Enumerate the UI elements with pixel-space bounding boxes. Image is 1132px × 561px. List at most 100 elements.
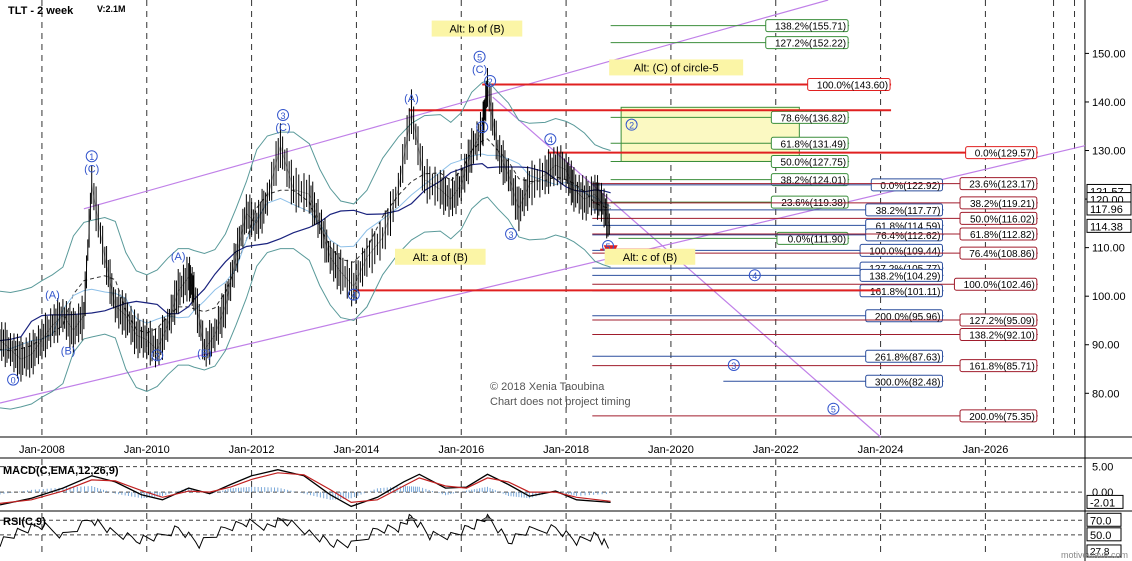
fib-label-box-30 — [959, 409, 1038, 423]
fib-label-16: 161.8%(101.11) — [870, 287, 940, 298]
wave-circle-17 — [505, 227, 518, 240]
fib-label-box-22 — [959, 196, 1038, 210]
wave-circle-16 — [476, 121, 489, 134]
fib-label-20: 0.0%(129.57) — [975, 149, 1035, 160]
rsi-value: 27.8 — [1090, 547, 1110, 558]
wave-label-9: (C) — [275, 122, 290, 134]
fib-label-25: 76.4%(108.86) — [969, 249, 1035, 260]
price-tag-3: 114.38 — [1090, 221, 1123, 233]
wave-circle-15 — [484, 74, 497, 87]
wave-label-6: 2 — [155, 351, 160, 361]
wave-label-17: 3 — [509, 230, 514, 240]
wave-circle-0 — [7, 373, 20, 386]
wave-circle-21 — [748, 269, 761, 282]
rsi-label: RSI(C,9) — [3, 516, 46, 528]
wave-label-23: 5 — [831, 405, 836, 415]
rsi-pane[interactable]: 70.0 50.0 27.8 — [0, 512, 1122, 558]
wave-label-3: 1 — [89, 152, 94, 162]
wave-circle-6 — [151, 349, 164, 362]
fib-label-29: 161.8%(85.71) — [969, 362, 1035, 373]
y-tick-label-0: 150.00 — [1092, 48, 1126, 60]
wave-circle-18 — [544, 133, 557, 146]
fib-label-30: 200.0%(75.35) — [969, 412, 1035, 423]
callout-box-3 — [604, 248, 696, 265]
x-tick-label-9: Jan-2026 — [962, 444, 1008, 456]
rsi-tick-box-1 — [1086, 527, 1122, 542]
wave-label-14: (C) — [472, 64, 487, 76]
price-tag-2: 117.96 — [1090, 204, 1123, 216]
wave-label-13: 5 — [477, 53, 482, 63]
macd-label: MACD(C,EMA,12,26,9) — [3, 465, 119, 477]
wave-circle-3 — [85, 150, 98, 163]
wave-label-22: 3 — [731, 361, 736, 371]
wave-label-10: 4 — [351, 291, 356, 301]
x-tick-label-1: Jan-2010 — [124, 444, 170, 456]
x-tick-label-4: Jan-2016 — [438, 444, 484, 456]
x-tick-label-8: Jan-2024 — [858, 444, 904, 456]
price-bars — [0, 67, 610, 382]
moving-average-light — [0, 153, 611, 352]
x-tick-label-3: Jan-2014 — [333, 444, 379, 456]
fib-label-10: 38.2%(117.77) — [876, 206, 941, 217]
fib-label-9: 0.0%(122.92) — [880, 181, 940, 192]
wave-circle-22 — [727, 359, 740, 372]
fib-label-box-26 — [953, 277, 1038, 291]
rsi-overbought-fill-1 — [405, 517, 418, 521]
wave-circle-23 — [827, 402, 840, 415]
macd-value: -2.01 — [1090, 497, 1115, 509]
rsi-overbought-fill-2 — [480, 516, 495, 521]
fib-label-box-1 — [765, 36, 849, 50]
disclaimer-text: Chart does not project timing — [490, 396, 631, 408]
price-tag-box-2 — [1086, 201, 1132, 216]
fib-label-18: 261.8%(87.63) — [875, 352, 941, 363]
fib-label-box-23 — [959, 211, 1038, 225]
fib-label-box-29 — [959, 359, 1038, 373]
fib-label-26: 100.0%(102.46) — [964, 280, 1035, 291]
fib-label-24: 61.8%(112.82) — [970, 230, 1035, 241]
fib-label-box-18 — [865, 349, 943, 363]
macd-line — [0, 469, 611, 508]
fib-label-27: 127.2%(95.09) — [969, 316, 1035, 327]
macd-pane[interactable]: 5.000.00-2.01 — [0, 457, 1132, 512]
callout-box-1 — [609, 59, 744, 76]
fib-label-21: 23.6%(123.17) — [969, 180, 1035, 191]
macd-tick-0: 5.00 — [1092, 462, 1113, 474]
price-tag-box-3 — [1086, 218, 1132, 233]
rsi-value-box — [1086, 544, 1122, 558]
fib-label-13: 100.0%(109.44) — [869, 246, 940, 257]
wave-label-16: 1 — [480, 123, 485, 133]
fib-label-28: 138.2%(92.10) — [969, 331, 1035, 342]
wave-label-19: 5 — [606, 242, 611, 252]
rsi-line — [0, 513, 609, 550]
x-tick-label-6: Jan-2020 — [648, 444, 694, 456]
fib-label-box-24 — [959, 227, 1038, 241]
fib-label-box-4 — [770, 136, 849, 150]
wave-label-4: (C) — [84, 163, 99, 175]
fib-label-box-0 — [765, 19, 849, 33]
x-tick-label-7: Jan-2022 — [753, 444, 799, 456]
wave-circle-13 — [473, 50, 486, 63]
wave-label-2: (B) — [61, 345, 76, 357]
callout-text-0: Alt: b of (B) — [449, 24, 504, 36]
fib-label-box-3 — [770, 110, 849, 124]
fib-label-2: 100.0%(143.60) — [817, 80, 888, 91]
fib-label-23: 50.0%(116.02) — [970, 214, 1035, 225]
fib-label-box-7 — [770, 195, 849, 209]
wave-label-11: (A) — [404, 93, 419, 105]
fib-label-15: 138.2%(104.29) — [869, 271, 940, 282]
y-tick-label-4: 110.00 — [1092, 243, 1125, 255]
wave-circle-10 — [347, 288, 360, 301]
fib-label-8: 0.0%(111.90) — [788, 234, 847, 245]
fib-label-box-9 — [870, 178, 943, 192]
fib-label-box-21 — [959, 177, 1038, 191]
wave-circle-20 — [625, 118, 638, 131]
channel-line-0 — [83, 0, 829, 210]
price-line — [0, 87, 611, 360]
y-tick-label-7: 80.00 — [1092, 388, 1120, 400]
fib-label-19: 300.0%(82.48) — [875, 377, 941, 388]
copyright-text: © 2018 Xenia Taoubina — [490, 381, 605, 393]
fib-label-box-27 — [959, 313, 1038, 327]
wave-circle-8 — [277, 108, 290, 121]
